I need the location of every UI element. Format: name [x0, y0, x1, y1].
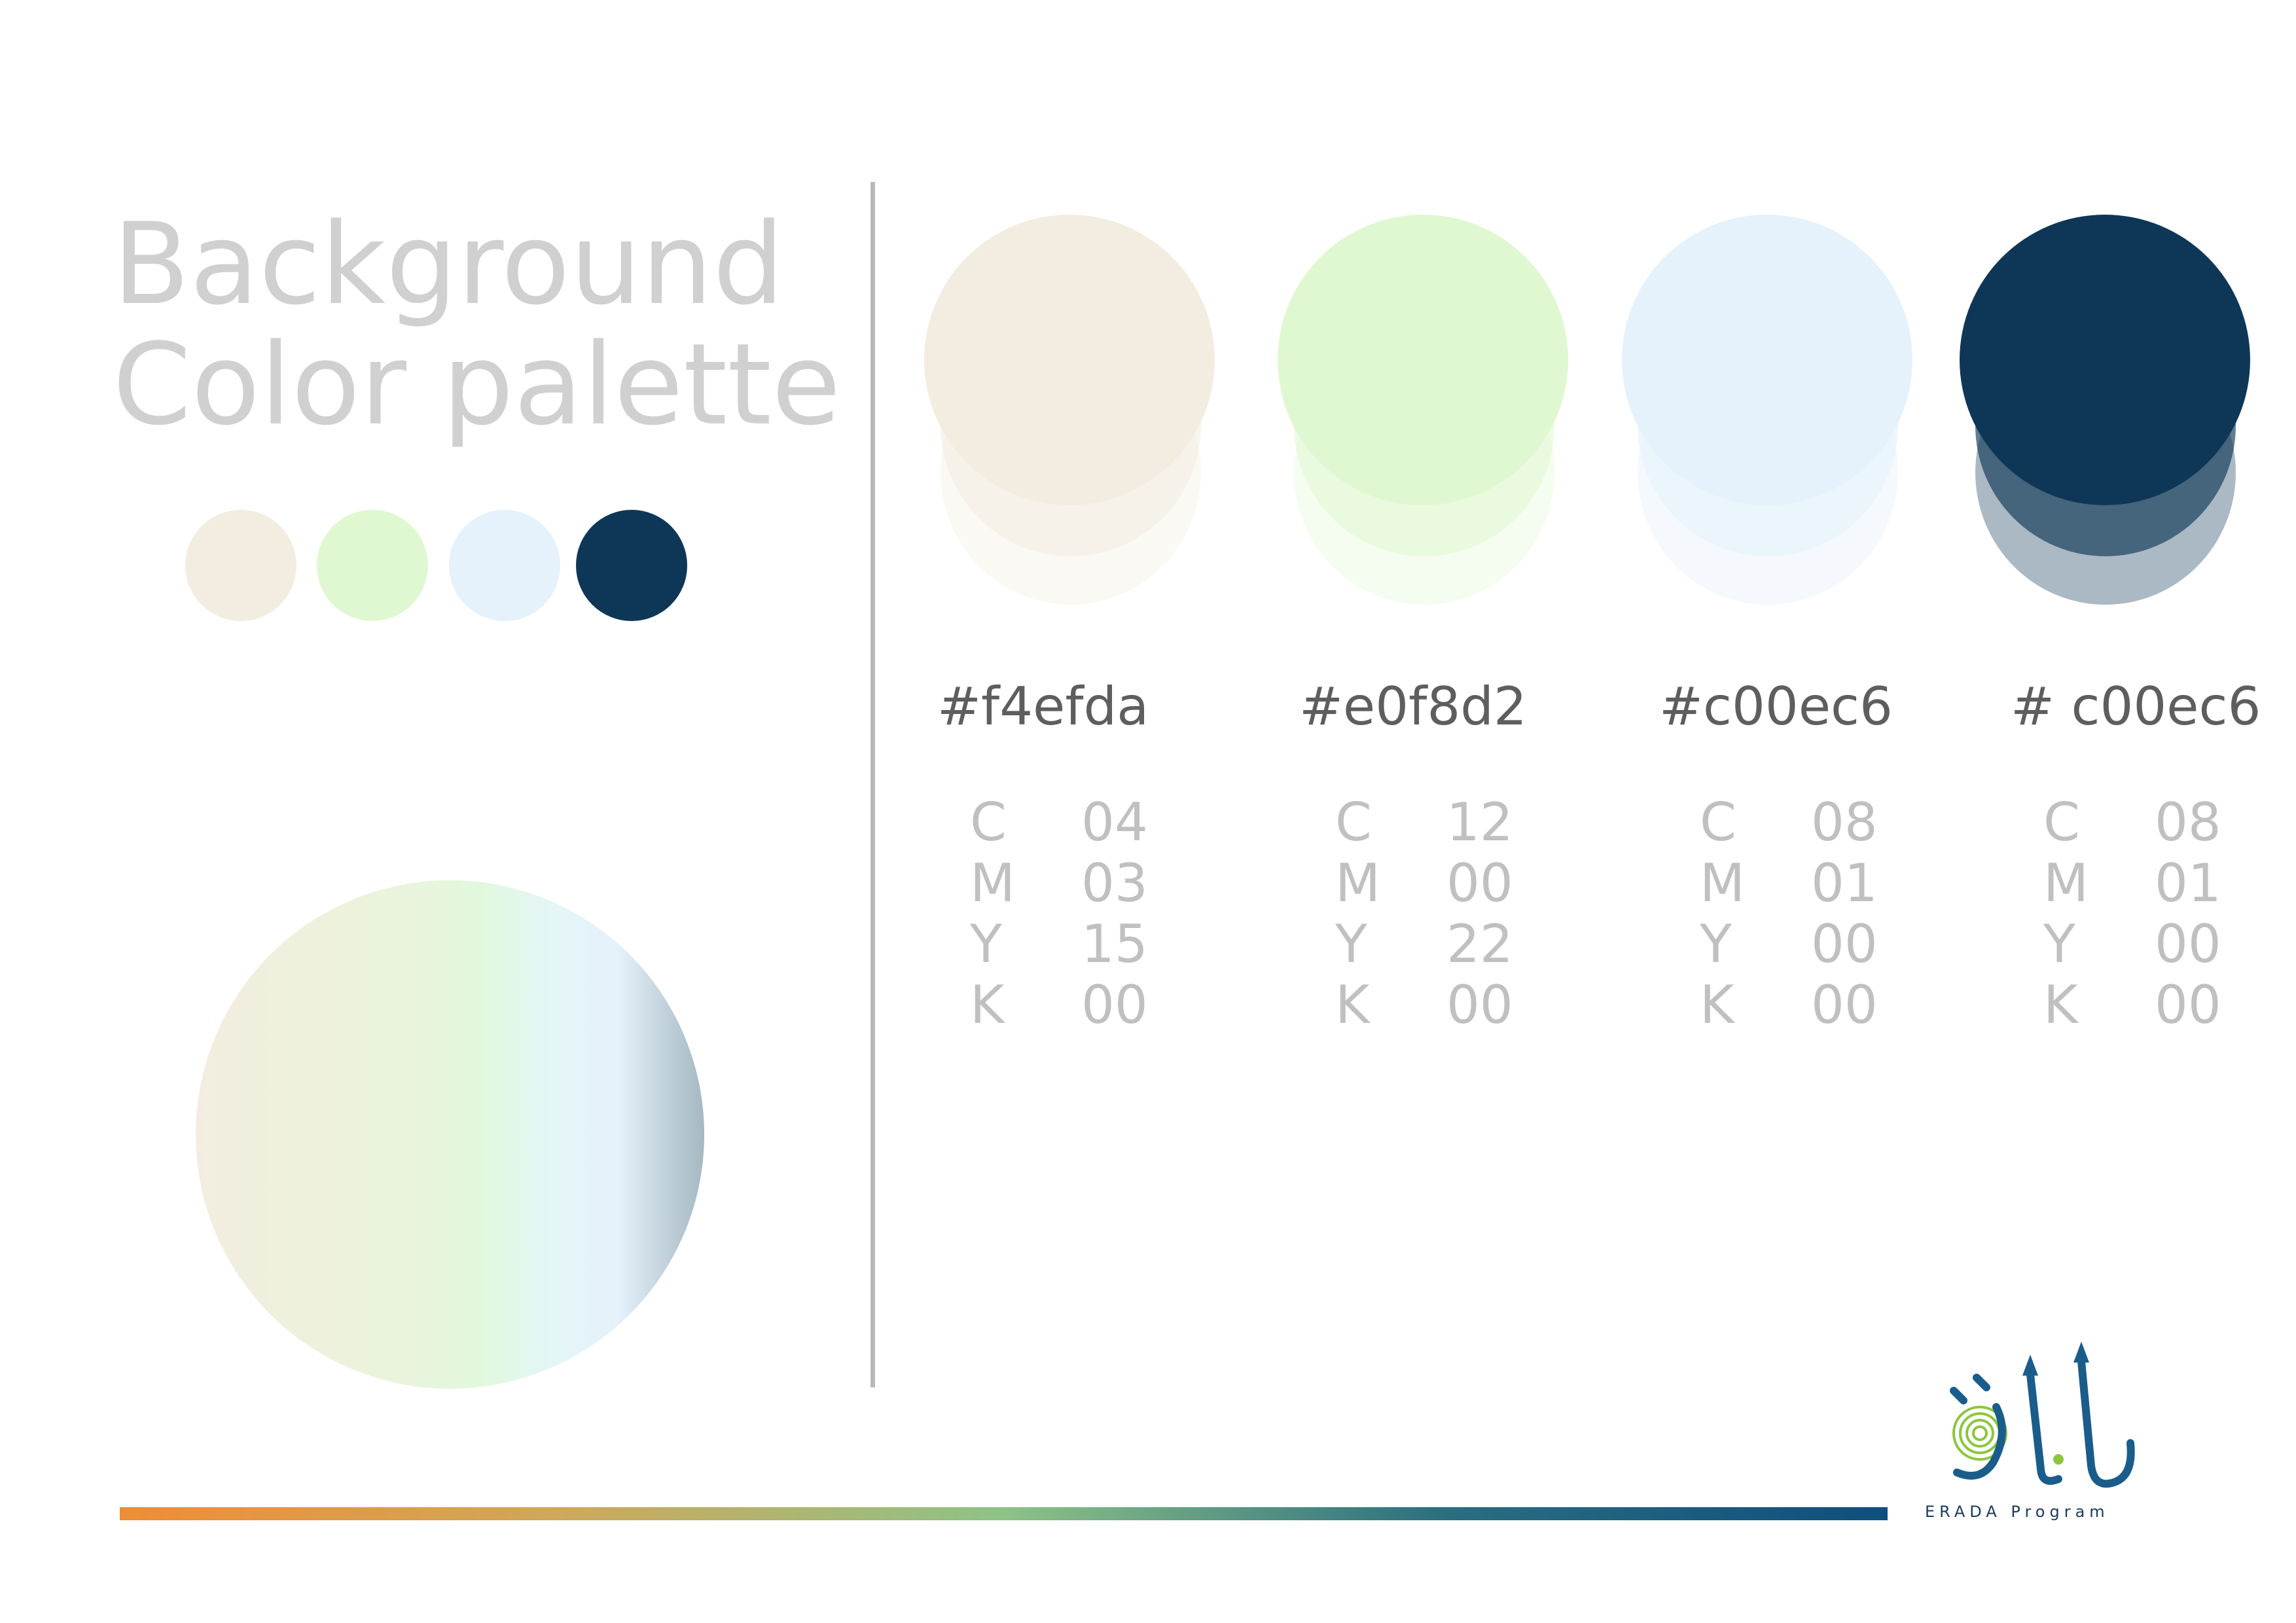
cmyk-row: M 00	[1335, 853, 1525, 914]
cmyk-key: C	[1700, 792, 1736, 853]
cmyk-value: 00	[2155, 914, 2221, 974]
cmyk-value: 01	[1811, 853, 1878, 914]
cmyk-key: M	[1335, 853, 1381, 914]
cmyk-row: K 00	[1335, 974, 1525, 1035]
swatch-navy-hex: # c00ec6	[2011, 676, 2261, 737]
logo-caption: ERADA Program	[1925, 1503, 2109, 1521]
cmyk-row: M 01	[2043, 853, 2233, 914]
cmyk-row: C 08	[2043, 792, 2233, 853]
swatch-beige-main	[924, 215, 1215, 505]
cmyk-key: K	[970, 974, 1005, 1035]
vertical-divider	[870, 182, 875, 1387]
cmyk-key: K	[2043, 974, 2078, 1035]
cmyk-row: K 00	[970, 974, 1160, 1035]
cmyk-value: 22	[1446, 914, 1513, 974]
cmyk-key: M	[1700, 853, 1746, 914]
swatch-beige-cmyk: C 04 M 03 Y 15 K 00	[970, 792, 1160, 1035]
swatch-blue-main	[1622, 215, 1912, 505]
cmyk-key: M	[2043, 853, 2089, 914]
page-title-line-2: Color palette	[113, 319, 841, 450]
cmyk-row: K 00	[2043, 974, 2233, 1035]
swatch-blue-cmyk: C 08 M 01 Y 00 K 00	[1700, 792, 1890, 1035]
cmyk-row: C 08	[1700, 792, 1890, 853]
cmyk-value: 00	[1446, 974, 1513, 1035]
palette-dot-navy	[576, 510, 687, 621]
cmyk-row: C 12	[1335, 792, 1525, 853]
cmyk-row: K 00	[1700, 974, 1890, 1035]
erada-logo-mark-icon	[1950, 1342, 2135, 1488]
cmyk-key: C	[970, 792, 1007, 853]
gradient-sample-circle	[196, 880, 704, 1389]
cmyk-key: K	[1700, 974, 1734, 1035]
cmyk-value: 03	[1081, 853, 1148, 914]
cmyk-value: 08	[1811, 792, 1878, 853]
cmyk-row: M 03	[970, 853, 1160, 914]
cmyk-value: 15	[1081, 914, 1148, 974]
cmyk-value: 00	[1446, 853, 1513, 914]
cmyk-row: Y 00	[1700, 914, 1890, 974]
cmyk-row: Y 22	[1335, 914, 1525, 974]
cmyk-key: Y	[1335, 914, 1367, 974]
palette-dot-beige	[185, 510, 296, 621]
cmyk-row: C 04	[970, 792, 1160, 853]
palette-dot-green	[317, 510, 428, 621]
swatch-blue-hex: #c00ec6	[1659, 676, 1893, 737]
cmyk-key: Y	[2043, 914, 2075, 974]
cmyk-key: Y	[970, 914, 1002, 974]
swatch-green-cmyk: C 12 M 00 Y 22 K 00	[1335, 792, 1525, 1035]
cmyk-value: 00	[2155, 974, 2221, 1035]
swatch-green-hex: #e0f8d2	[1299, 676, 1527, 737]
cmyk-value: 12	[1446, 792, 1513, 853]
cmyk-value: 01	[2155, 853, 2221, 914]
cmyk-row: Y 15	[970, 914, 1160, 974]
brand-gradient-bar	[120, 1507, 1888, 1520]
cmyk-key: M	[970, 853, 1016, 914]
cmyk-value: 00	[1811, 914, 1878, 974]
cmyk-key: K	[1335, 974, 1370, 1035]
swatch-navy-cmyk: C 08 M 01 Y 00 K 00	[2043, 792, 2233, 1035]
swatch-navy-main	[1960, 215, 2250, 505]
cmyk-key: Y	[1700, 914, 1732, 974]
palette-dot-blue	[449, 510, 560, 621]
cmyk-key: C	[1335, 792, 1372, 853]
cmyk-value: 00	[1811, 974, 1878, 1035]
cmyk-value: 08	[2155, 792, 2221, 853]
cmyk-row: M 01	[1700, 853, 1890, 914]
cmyk-value: 00	[1081, 974, 1148, 1035]
cmyk-value: 04	[1081, 792, 1148, 853]
swatch-green-main	[1278, 215, 1568, 505]
swatch-beige-hex: #f4efda	[937, 676, 1149, 737]
cmyk-row: Y 00	[2043, 914, 2233, 974]
cmyk-key: C	[2043, 792, 2080, 853]
page-title-line-1: Background	[113, 198, 785, 330]
erada-logo	[1918, 1329, 2166, 1525]
